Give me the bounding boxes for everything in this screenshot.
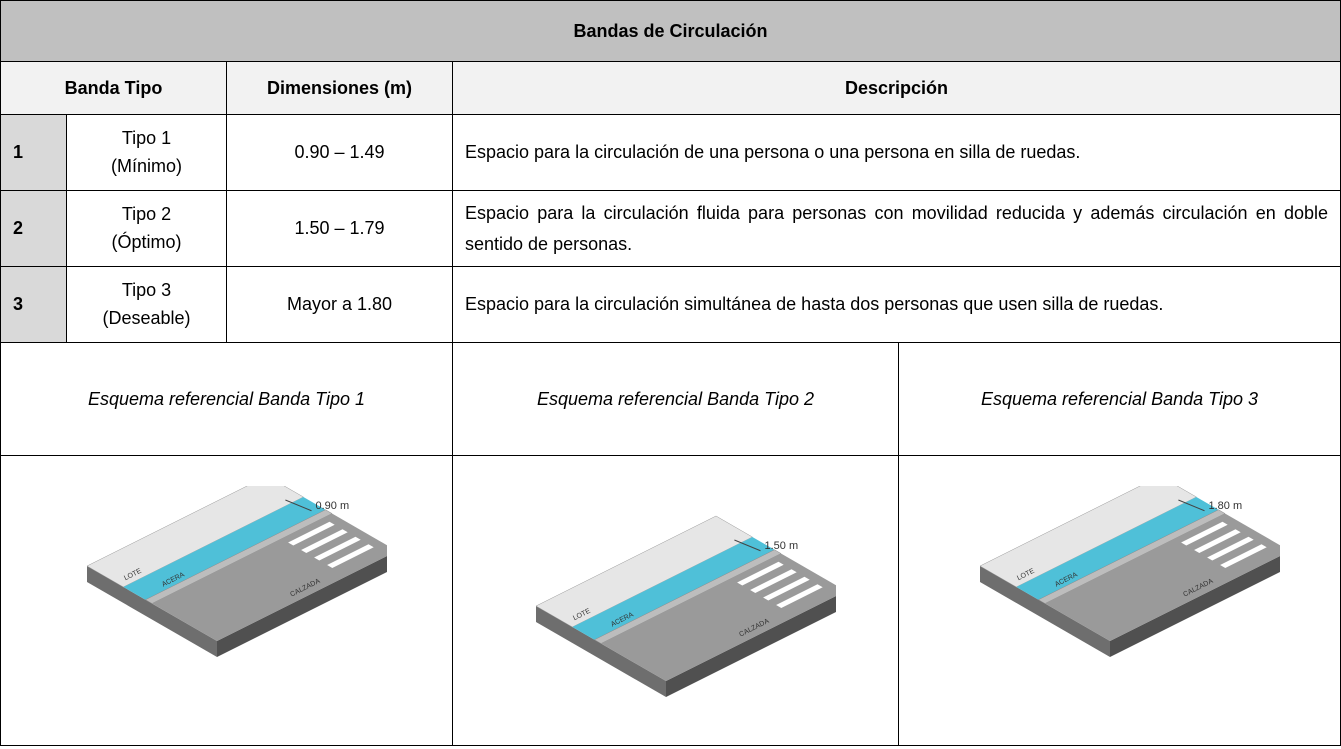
column-header: Descripción <box>452 61 1341 115</box>
crosswalk-stripe <box>1219 543 1267 568</box>
scheme-caption: Esquema referencial Banda Tipo 2 <box>452 342 899 456</box>
width-marker <box>733 539 761 551</box>
slab-side <box>535 605 666 697</box>
scheme-cell: 1.50 m LOTE ACERA CALZADA <box>452 455 899 746</box>
roadway <box>600 553 836 681</box>
row-number: 3 <box>0 266 67 343</box>
roadway <box>1044 513 1280 641</box>
type-name: Tipo 2 <box>121 203 172 224</box>
crosswalk-stripe <box>775 583 823 608</box>
crosswalk-stripe <box>300 528 348 553</box>
band-type: Tipo 2 (Óptimo) <box>66 190 227 267</box>
column-header: Dimensiones (m) <box>226 61 453 115</box>
description: Espacio para la circulación de una perso… <box>452 114 1341 191</box>
width-label: 1.50 m <box>764 539 798 551</box>
slab-side <box>86 565 217 657</box>
sidewalk <box>1015 496 1218 600</box>
band-type: Tipo 3 (Deseable) <box>66 266 227 343</box>
type-qualifier: (Mínimo) <box>111 155 182 176</box>
slab-side <box>216 555 387 657</box>
type-qualifier: (Deseable) <box>102 307 191 328</box>
slab-side <box>979 565 1110 657</box>
slab-side <box>665 595 836 697</box>
type-name: Tipo 3 <box>121 279 172 300</box>
crosswalk-stripe <box>749 568 797 593</box>
scheme-cell: 1.80 m LOTE ACERA CALZADA <box>898 455 1341 746</box>
description: Espacio para la circulación fluida para … <box>452 190 1341 267</box>
type-name: Tipo 1 <box>121 127 172 148</box>
crosswalk-stripe <box>313 536 361 560</box>
column-header: Banda Tipo <box>0 61 227 115</box>
table-title: Bandas de Circulación <box>0 0 1341 62</box>
row-number: 2 <box>0 190 67 267</box>
crosswalk-stripe <box>1193 528 1241 553</box>
scheme-caption: Esquema referencial Banda Tipo 3 <box>898 342 1341 456</box>
scheme-caption: Esquema referencial Banda Tipo 1 <box>0 342 453 456</box>
sidewalk <box>122 496 326 600</box>
dimensions: 1.50 – 1.79 <box>226 190 453 267</box>
crosswalk-stripe <box>1180 521 1228 545</box>
lot <box>978 485 1197 587</box>
width-marker <box>284 499 312 511</box>
crosswalk-stripe <box>736 561 784 585</box>
scheme-cell: 0.90 m LOTE ACERA CALZADA <box>0 455 453 746</box>
sidewalk <box>571 536 774 640</box>
crosswalk-stripe <box>326 543 374 568</box>
description: Espacio para la circulación simultánea d… <box>452 266 1341 343</box>
slab-side <box>1109 555 1280 657</box>
dimensions: 0.90 – 1.49 <box>226 114 453 191</box>
crosswalk-stripe <box>287 521 335 545</box>
crosswalk-stripe <box>1206 536 1254 560</box>
width-label: 0.90 m <box>315 499 349 511</box>
roadway <box>151 513 387 641</box>
type-qualifier: (Óptimo) <box>111 231 182 252</box>
width-label: 1.80 m <box>1208 499 1242 511</box>
lot <box>534 515 753 627</box>
crosswalk-stripe <box>762 576 810 600</box>
dimensions: Mayor a 1.80 <box>226 266 453 343</box>
width-marker <box>1177 499 1205 511</box>
row-number: 1 <box>0 114 67 191</box>
band-type: Tipo 1 (Mínimo) <box>66 114 227 191</box>
